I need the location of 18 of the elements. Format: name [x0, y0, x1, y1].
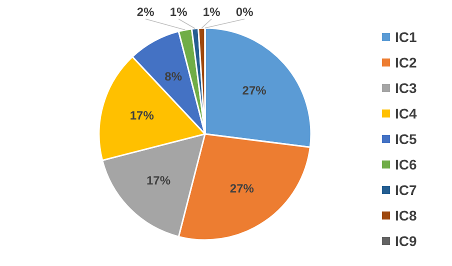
data-label: 27% — [230, 181, 254, 196]
legend-label: IC3 — [395, 80, 417, 96]
data-label: 2% — [136, 5, 155, 19]
legend-label: IC2 — [395, 54, 417, 70]
legend-label: IC1 — [395, 29, 417, 45]
data-label: 17% — [146, 173, 171, 188]
legend-label: IC4 — [395, 106, 417, 122]
data-label: 27% — [242, 84, 267, 98]
text: 0% — [236, 5, 254, 19]
data-label: 1% — [170, 5, 188, 19]
data-label: 1% — [202, 5, 221, 19]
legend-label: IC7 — [395, 182, 417, 198]
legend-label: IC5 — [395, 131, 417, 147]
legend-label: IC6 — [395, 156, 417, 172]
legend-label: IC8 — [395, 208, 417, 224]
legend-label: IC9 — [395, 233, 417, 249]
data-label: 8% — [164, 69, 182, 84]
data-label: 17% — [130, 108, 154, 123]
